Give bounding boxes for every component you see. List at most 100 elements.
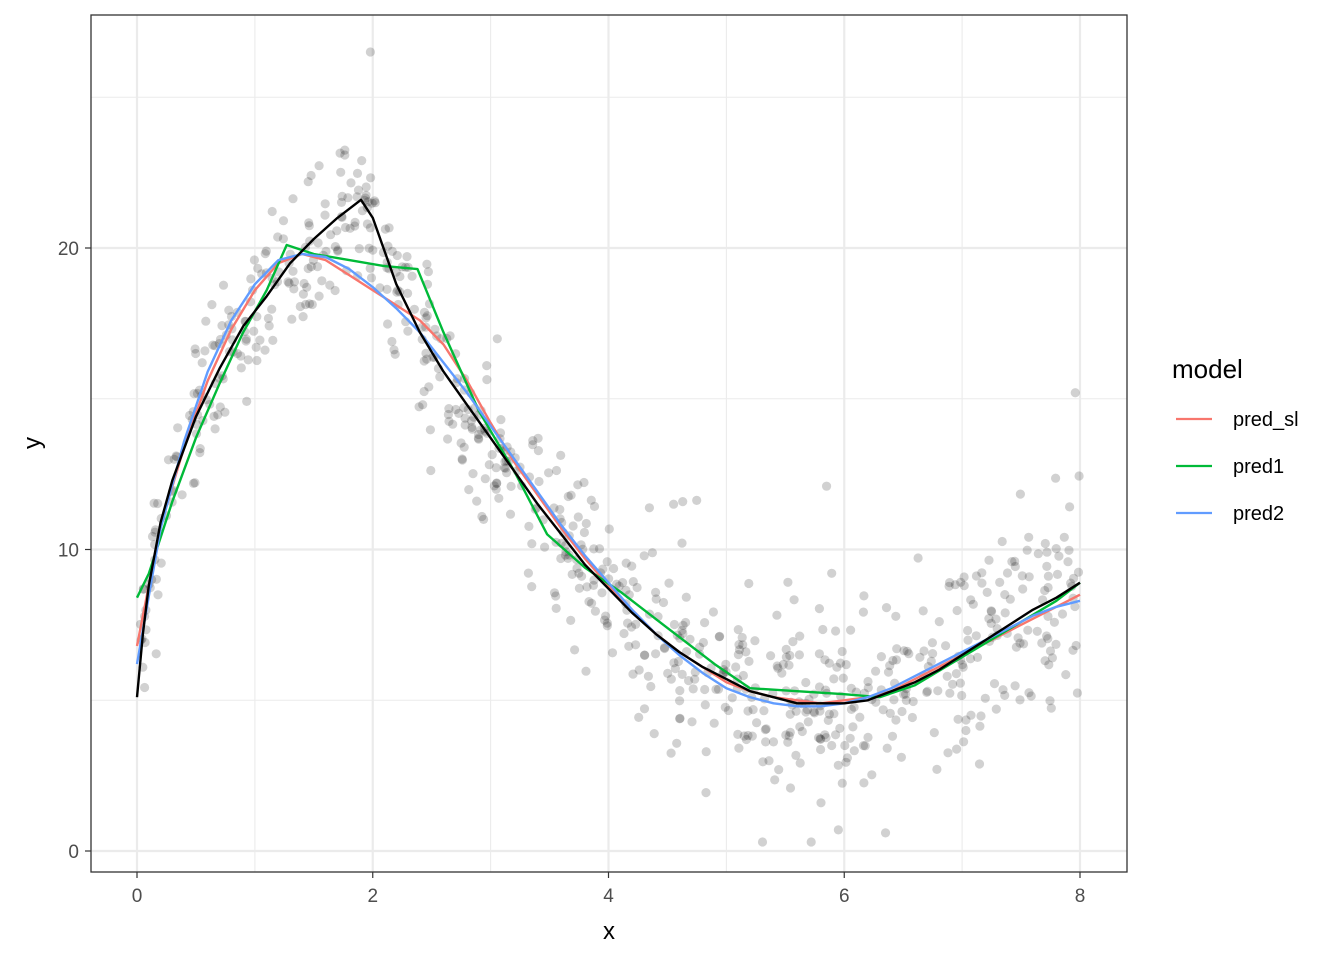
data-point bbox=[971, 571, 982, 581]
data-point bbox=[1043, 611, 1053, 622]
data-point bbox=[747, 731, 757, 741]
data-point bbox=[975, 721, 985, 731]
data-point bbox=[173, 423, 183, 433]
data-point bbox=[457, 454, 467, 464]
data-point bbox=[882, 743, 892, 753]
data-point bbox=[366, 273, 377, 283]
data-point bbox=[837, 778, 847, 788]
legend-label-pred2: pred2 bbox=[1233, 503, 1284, 525]
data-point bbox=[986, 606, 996, 616]
data-point bbox=[467, 422, 477, 432]
data-point bbox=[643, 671, 654, 681]
data-point bbox=[677, 538, 687, 548]
data-point bbox=[833, 825, 843, 835]
data-point bbox=[859, 778, 869, 788]
data-point bbox=[1010, 556, 1020, 567]
data-point bbox=[678, 628, 688, 639]
data-point bbox=[1023, 625, 1033, 635]
data-point bbox=[631, 619, 641, 630]
data-point bbox=[734, 645, 745, 655]
data-point bbox=[499, 463, 509, 473]
data-point bbox=[734, 743, 744, 753]
data-point bbox=[491, 463, 501, 473]
data-point bbox=[443, 434, 453, 444]
data-point bbox=[333, 245, 343, 255]
data-point bbox=[363, 197, 373, 207]
data-point bbox=[784, 660, 794, 670]
data-point bbox=[568, 521, 578, 531]
data-point bbox=[846, 704, 857, 715]
data-point bbox=[151, 649, 161, 659]
data-point bbox=[365, 263, 375, 273]
legend-title: model bbox=[1172, 354, 1243, 384]
data-point bbox=[832, 662, 842, 672]
data-point bbox=[496, 415, 506, 425]
data-point bbox=[528, 440, 538, 450]
data-point bbox=[666, 674, 676, 684]
data-point bbox=[435, 372, 445, 382]
data-point bbox=[841, 660, 851, 670]
data-point bbox=[419, 356, 429, 366]
data-point bbox=[932, 764, 942, 775]
data-point bbox=[721, 659, 731, 669]
data-point bbox=[264, 321, 274, 331]
data-point bbox=[781, 644, 791, 655]
data-point bbox=[685, 634, 695, 644]
data-point bbox=[289, 284, 299, 294]
data-point bbox=[191, 348, 201, 359]
data-point bbox=[337, 191, 347, 201]
data-point bbox=[795, 758, 805, 768]
data-point bbox=[733, 729, 743, 740]
data-point bbox=[177, 490, 187, 500]
data-point bbox=[1024, 532, 1034, 542]
data-point bbox=[961, 725, 971, 736]
data-point bbox=[885, 661, 895, 671]
data-point bbox=[1013, 633, 1023, 643]
data-point bbox=[1043, 582, 1053, 593]
data-point bbox=[588, 580, 599, 591]
data-point bbox=[409, 304, 419, 314]
data-point bbox=[995, 577, 1005, 588]
data-point bbox=[639, 704, 650, 714]
data-point bbox=[929, 728, 939, 738]
data-point bbox=[209, 411, 219, 421]
data-point bbox=[968, 599, 978, 609]
data-point bbox=[803, 717, 813, 727]
data-point bbox=[664, 578, 674, 588]
data-point bbox=[944, 581, 954, 591]
data-point bbox=[579, 477, 589, 488]
data-point bbox=[738, 640, 748, 650]
data-point bbox=[926, 656, 936, 666]
data-point bbox=[700, 700, 710, 710]
data-point bbox=[846, 683, 856, 694]
data-point bbox=[1018, 584, 1028, 594]
data-point bbox=[797, 726, 807, 737]
data-point bbox=[644, 503, 655, 513]
y-axis-title: y bbox=[19, 437, 46, 449]
data-point bbox=[1010, 681, 1020, 691]
x-axis-ticks: 0 2 4 6 8 bbox=[132, 872, 1085, 907]
data-point bbox=[383, 241, 393, 251]
data-point bbox=[984, 614, 994, 624]
data-point bbox=[647, 548, 658, 558]
data-point bbox=[422, 311, 432, 321]
data-point bbox=[863, 676, 873, 687]
data-point bbox=[317, 276, 327, 286]
data-point bbox=[623, 618, 633, 628]
data-point bbox=[1015, 489, 1025, 499]
data-point bbox=[402, 252, 412, 262]
data-point bbox=[1059, 532, 1069, 542]
series-line-pred2 bbox=[135, 252, 1081, 708]
data-point bbox=[758, 757, 768, 767]
data-point bbox=[858, 607, 869, 617]
x-tick-label: 2 bbox=[367, 886, 378, 907]
data-point bbox=[748, 705, 758, 715]
data-point bbox=[1051, 639, 1061, 650]
data-point bbox=[188, 478, 199, 488]
data-point bbox=[1024, 572, 1034, 582]
data-point bbox=[602, 621, 612, 631]
data-point bbox=[380, 224, 390, 234]
data-point bbox=[621, 585, 631, 595]
data-point bbox=[484, 460, 494, 470]
data-point bbox=[246, 274, 256, 284]
